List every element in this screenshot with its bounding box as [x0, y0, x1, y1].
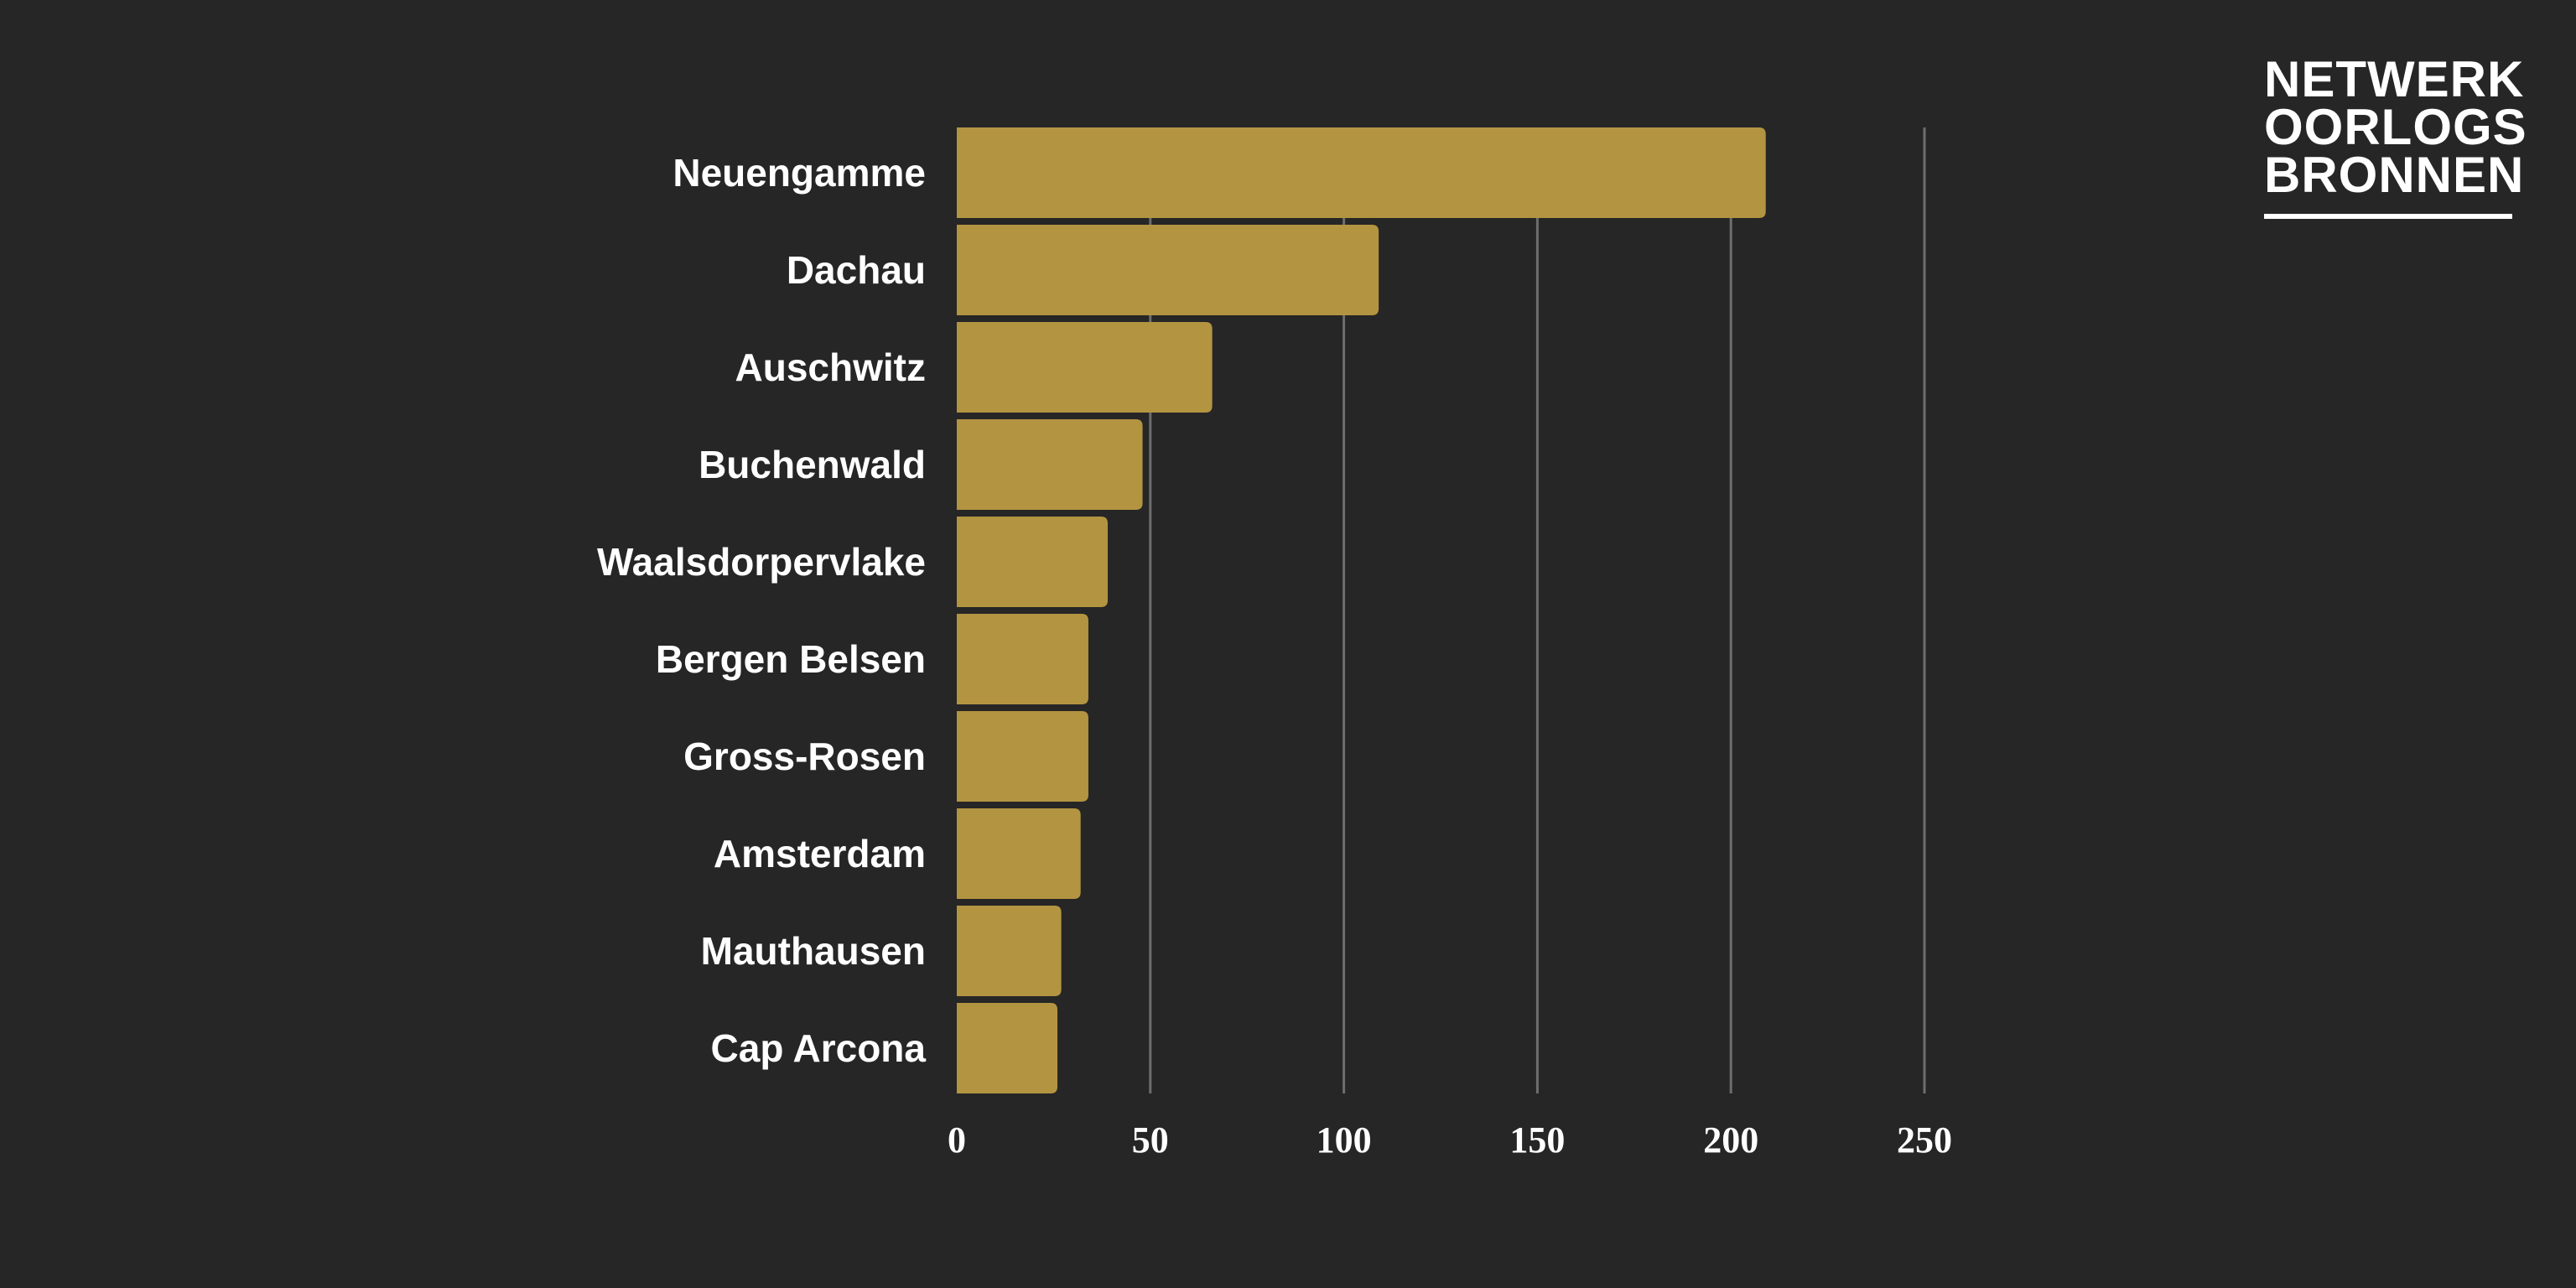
x-tick-label: 250 — [1897, 1119, 1952, 1161]
x-tick-label: 200 — [1703, 1119, 1758, 1161]
x-tick-labels: 0 50 100 150 200 250 — [948, 1119, 1952, 1161]
bar — [957, 225, 1379, 315]
category-label: Buchenwald — [699, 443, 926, 486]
bar — [957, 711, 1088, 802]
bar — [957, 127, 1766, 218]
bars — [957, 127, 1766, 1093]
bar — [957, 419, 1143, 510]
category-label: Auschwitz — [735, 345, 926, 389]
category-label: Waalsdorpervlake — [597, 540, 926, 584]
category-label: Mauthausen — [701, 929, 926, 973]
category-label: Bergen Belsen — [656, 637, 926, 681]
bar — [957, 517, 1109, 607]
x-tick-label: 0 — [948, 1119, 966, 1161]
bar — [957, 906, 1062, 996]
bar — [957, 614, 1088, 704]
category-label: Amsterdam — [714, 832, 926, 875]
logo-line-1: NETWERK — [2264, 51, 2525, 107]
category-label: Dachau — [787, 248, 926, 292]
category-label: Gross-Rosen — [683, 735, 926, 778]
x-tick-label: 150 — [1509, 1119, 1565, 1161]
bar — [957, 1003, 1058, 1093]
logo-line-3: BRONNEN — [2264, 147, 2525, 203]
category-label: Cap Arcona — [711, 1026, 927, 1070]
x-tick-label: 50 — [1132, 1119, 1169, 1161]
bar — [957, 322, 1213, 413]
category-label: Neuengamme — [673, 151, 926, 195]
logo-underline — [2264, 214, 2512, 219]
bar — [957, 808, 1081, 899]
category-labels: Neuengamme Dachau Auschwitz Buchenwald Waals… — [597, 151, 926, 1070]
x-tick-label: 100 — [1317, 1119, 1372, 1161]
logo-line-2: OORLOGS — [2264, 99, 2527, 155]
logo: NETWERK OORLOGS BRONNEN — [2264, 51, 2527, 219]
